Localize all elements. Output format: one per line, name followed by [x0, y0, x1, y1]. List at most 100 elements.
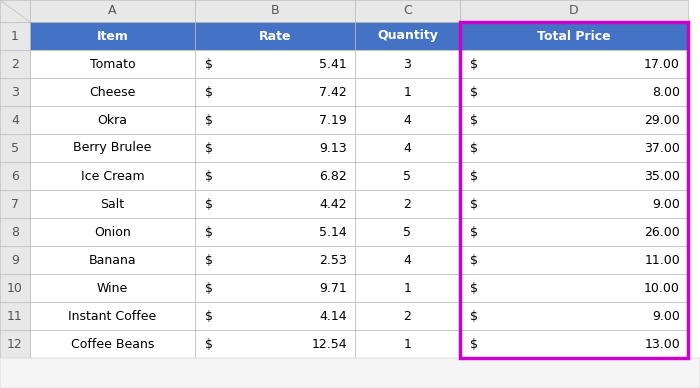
Text: 6: 6	[11, 170, 19, 182]
Text: 5: 5	[403, 225, 412, 239]
Text: $: $	[205, 114, 213, 126]
Bar	[30, 0, 195, 22]
Bar	[355, 218, 460, 246]
Bar	[355, 190, 460, 218]
Text: $: $	[205, 282, 213, 294]
Text: 1: 1	[404, 85, 412, 99]
Text: 7.42: 7.42	[319, 85, 347, 99]
Text: $: $	[205, 310, 213, 322]
Text: 13.00: 13.00	[644, 338, 680, 350]
Text: $: $	[470, 282, 478, 294]
Bar	[460, 302, 688, 330]
Text: $: $	[205, 170, 213, 182]
Bar	[195, 78, 355, 106]
Text: 4: 4	[11, 114, 19, 126]
Text: 29.00: 29.00	[644, 114, 680, 126]
Text: 37.00: 37.00	[644, 142, 680, 154]
Bar	[355, 162, 460, 190]
Text: $: $	[205, 197, 213, 211]
Bar	[355, 50, 460, 78]
Bar	[0, 106, 30, 134]
Bar	[195, 302, 355, 330]
Text: $: $	[205, 142, 213, 154]
Text: $: $	[470, 142, 478, 154]
Text: 7.19: 7.19	[319, 114, 347, 126]
Text: 2: 2	[404, 197, 412, 211]
Text: 9.00: 9.00	[652, 310, 680, 322]
Text: 11.00: 11.00	[644, 253, 680, 267]
Text: A: A	[108, 5, 117, 17]
Text: $: $	[470, 225, 478, 239]
Bar	[460, 22, 688, 358]
Text: 4: 4	[404, 253, 412, 267]
Text: 6.82: 6.82	[319, 170, 347, 182]
Text: Wine: Wine	[97, 282, 128, 294]
Text: 9.71: 9.71	[319, 282, 347, 294]
Bar	[0, 246, 30, 274]
Bar	[460, 50, 688, 78]
Text: $: $	[470, 253, 478, 267]
Bar	[460, 162, 688, 190]
Text: 5: 5	[403, 170, 412, 182]
Text: 10: 10	[7, 282, 23, 294]
Bar	[355, 106, 460, 134]
Text: 7: 7	[11, 197, 19, 211]
Text: Instant Coffee: Instant Coffee	[69, 310, 157, 322]
Bar	[460, 0, 688, 22]
Text: 5: 5	[11, 142, 19, 154]
Text: $: $	[470, 310, 478, 322]
Bar	[460, 218, 688, 246]
Bar	[195, 134, 355, 162]
Text: 4: 4	[404, 114, 412, 126]
Text: Rate: Rate	[259, 29, 291, 43]
Text: D: D	[569, 5, 579, 17]
Bar	[460, 134, 688, 162]
Bar	[195, 22, 355, 50]
Text: 4: 4	[404, 142, 412, 154]
Bar	[0, 330, 30, 358]
Bar	[195, 330, 355, 358]
Text: Banana: Banana	[89, 253, 136, 267]
Bar	[355, 330, 460, 358]
Text: 8: 8	[11, 225, 19, 239]
Bar	[355, 302, 460, 330]
Text: $: $	[470, 338, 478, 350]
Text: $: $	[470, 197, 478, 211]
Text: 4.42: 4.42	[319, 197, 347, 211]
Bar	[30, 274, 195, 302]
Bar	[30, 190, 195, 218]
Text: 11: 11	[7, 310, 23, 322]
Text: 1: 1	[404, 282, 412, 294]
Bar	[30, 134, 195, 162]
Text: 26.00: 26.00	[644, 225, 680, 239]
Bar	[195, 0, 355, 22]
Text: 5.41: 5.41	[319, 57, 347, 71]
Text: Coffee Beans: Coffee Beans	[71, 338, 154, 350]
Text: Ice Cream: Ice Cream	[80, 170, 144, 182]
Bar	[30, 106, 195, 134]
Text: $: $	[470, 114, 478, 126]
Text: 9.00: 9.00	[652, 197, 680, 211]
Text: Okra: Okra	[97, 114, 127, 126]
Text: 1: 1	[404, 338, 412, 350]
Bar	[30, 162, 195, 190]
Bar	[0, 358, 700, 388]
Text: 35.00: 35.00	[644, 170, 680, 182]
Bar	[355, 78, 460, 106]
Bar	[460, 22, 688, 50]
Bar	[0, 274, 30, 302]
Bar	[195, 218, 355, 246]
Text: 12: 12	[7, 338, 23, 350]
Bar	[460, 330, 688, 358]
Text: $: $	[470, 57, 478, 71]
Text: 3: 3	[404, 57, 412, 71]
Text: Total Price: Total Price	[537, 29, 611, 43]
Text: Cheese: Cheese	[90, 85, 136, 99]
Bar	[30, 218, 195, 246]
Bar	[460, 246, 688, 274]
Bar	[355, 274, 460, 302]
Text: 2: 2	[11, 57, 19, 71]
Text: $: $	[205, 253, 213, 267]
Text: $: $	[470, 170, 478, 182]
Bar	[0, 162, 30, 190]
